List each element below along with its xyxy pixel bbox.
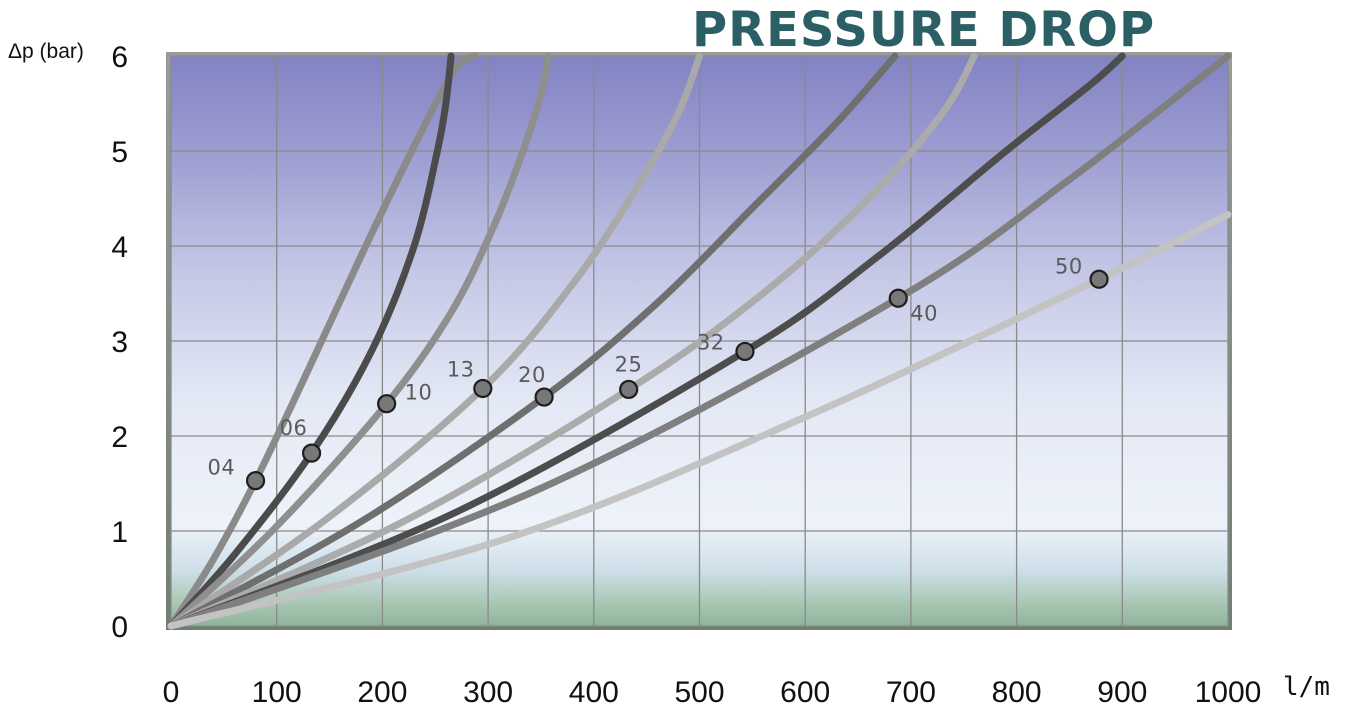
y-tick-label: 6	[111, 41, 128, 74]
y-tick-label: 4	[111, 231, 128, 264]
y-tick-label: 3	[111, 326, 128, 359]
x-tick-label: 900	[1097, 676, 1147, 709]
series-label-40: 40	[910, 301, 938, 325]
series-label-32: 32	[697, 330, 725, 354]
marker-13	[473, 378, 493, 399]
x-axis-label: l/m	[1283, 672, 1330, 702]
marker-50	[1089, 269, 1109, 289]
series-label-20: 20	[518, 363, 546, 387]
series-label-06: 06	[280, 416, 308, 440]
curve-50	[167, 211, 1232, 630]
curve-13	[167, 52, 703, 630]
x-tick-label: 700	[886, 676, 936, 709]
series-label-25: 25	[615, 352, 643, 376]
x-tick-label: 1000	[1195, 676, 1262, 709]
marker-40	[888, 288, 908, 308]
curve-labels: 04 06 10 13 20 25 32 40 50	[208, 254, 1083, 479]
x-tick-label: 500	[674, 676, 724, 709]
marker-04	[245, 471, 266, 491]
curve-32	[167, 52, 1126, 630]
x-tick-label: 800	[992, 676, 1042, 709]
curves	[167, 52, 1232, 630]
y-axis-label: Δp (bar)	[8, 40, 84, 63]
series-label-04: 04	[208, 456, 236, 480]
series-label-50: 50	[1055, 254, 1083, 278]
curve-10	[167, 52, 552, 630]
y-tick-labels: 0 1 2 3 4 5 6	[111, 41, 128, 644]
y-tick-label: 2	[111, 421, 128, 454]
marker-32	[735, 341, 755, 362]
curve-40	[167, 52, 1232, 630]
x-tick-label: 0	[163, 676, 180, 709]
x-tick-label: 100	[252, 676, 302, 709]
x-tick-labels: 0 100 200 300 400 500 600 700 800 900 1000	[163, 676, 1262, 709]
curve-04	[167, 52, 479, 630]
marker-25	[619, 379, 639, 400]
curve-25	[167, 52, 978, 630]
chart-title: PRESSURE DROP	[692, 2, 1156, 58]
y-tick-label: 0	[111, 611, 128, 644]
x-tick-label: 200	[357, 676, 407, 709]
marker-10	[377, 394, 397, 414]
series-label-10: 10	[405, 381, 433, 405]
y-tick-label: 1	[111, 516, 128, 549]
x-tick-label: 600	[780, 676, 830, 709]
x-tick-label: 300	[463, 676, 513, 709]
marker-06	[301, 443, 322, 463]
points	[245, 269, 1109, 491]
x-tick-label: 400	[569, 676, 619, 709]
series-label-13: 13	[447, 358, 475, 382]
curve-06	[167, 52, 455, 630]
curve-20	[167, 52, 899, 630]
marker-20	[534, 387, 554, 407]
y-tick-label: 5	[111, 136, 128, 169]
